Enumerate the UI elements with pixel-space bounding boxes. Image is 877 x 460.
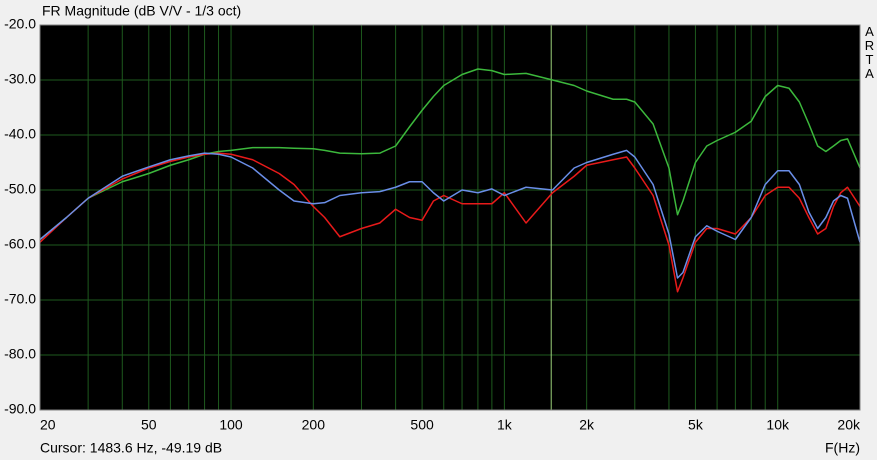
x-tick-label: 20k bbox=[837, 417, 861, 433]
y-tick-label: -90.0 bbox=[4, 401, 36, 417]
x-tick-label: 500 bbox=[410, 417, 434, 433]
y-tick-label: -70.0 bbox=[4, 291, 36, 307]
x-tick-label: 10k bbox=[766, 417, 790, 433]
y-tick-label: -80.0 bbox=[4, 346, 36, 362]
plot-border bbox=[39, 24, 861, 411]
x-tick-label: 20 bbox=[40, 417, 56, 433]
plot-area bbox=[40, 25, 860, 410]
x-tick-label: 2k bbox=[579, 417, 595, 433]
x-tick-label: 200 bbox=[302, 417, 326, 433]
y-tick-label: -30.0 bbox=[4, 71, 36, 87]
x-tick-label: 50 bbox=[141, 417, 157, 433]
x-axis-label: F(Hz) bbox=[825, 440, 860, 456]
cursor-readout: Cursor: 1483.6 Hz, -49.19 dB bbox=[40, 440, 222, 456]
chart-title: FR Magnitude (dB V/V - 1/3 oct) bbox=[42, 3, 241, 19]
watermark: ARTA bbox=[862, 24, 877, 80]
series-line bbox=[39, 68, 861, 241]
y-tick-label: -60.0 bbox=[4, 236, 36, 252]
y-tick-label: -40.0 bbox=[4, 126, 36, 142]
y-tick-label: -20.0 bbox=[4, 16, 36, 32]
x-tick-label: 100 bbox=[219, 417, 243, 433]
y-tick-label: -50.0 bbox=[4, 181, 36, 197]
series-line bbox=[39, 149, 861, 279]
x-tick-label: 1k bbox=[497, 417, 513, 433]
series-line bbox=[39, 152, 861, 293]
x-tick-label: 5k bbox=[688, 417, 704, 433]
